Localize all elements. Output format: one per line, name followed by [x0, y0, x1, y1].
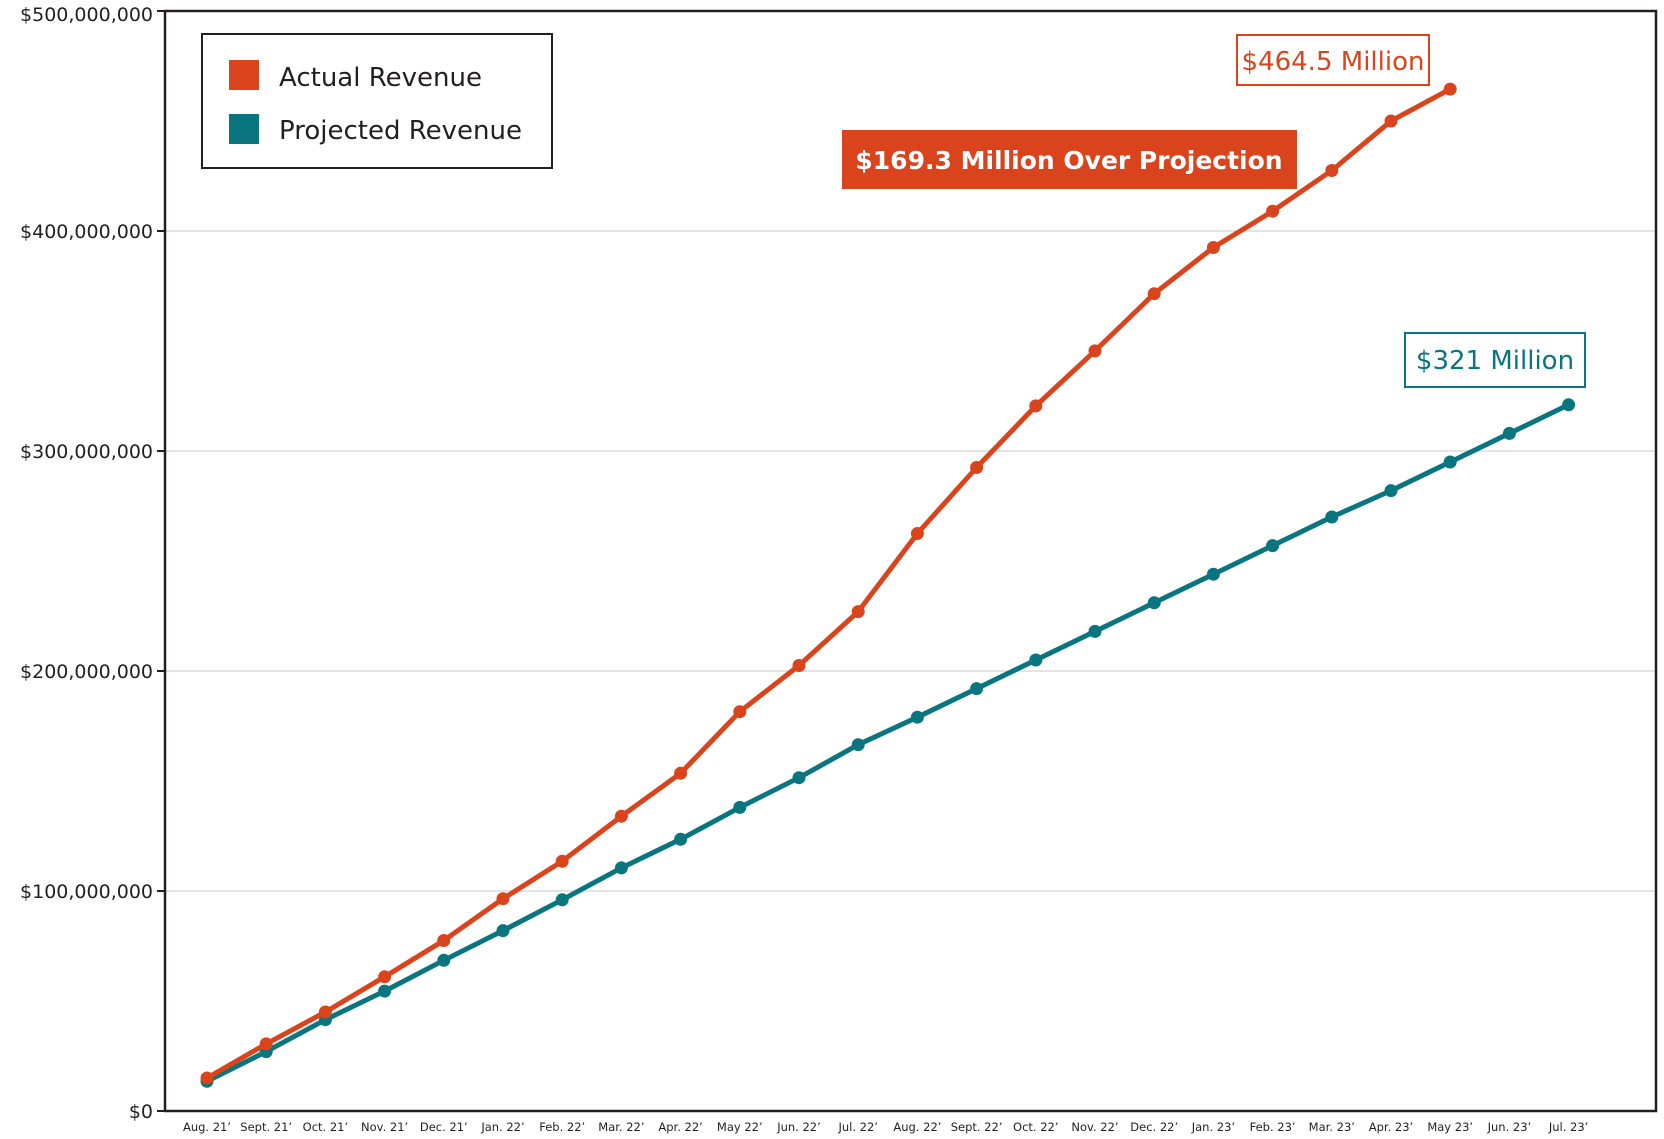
x-tick-label: Aug. 21’ [183, 1120, 231, 1134]
data-point-projected [733, 800, 747, 814]
callout-projected-box [1404, 332, 1586, 388]
x-tick-label: Aug. 22’ [893, 1120, 941, 1134]
data-point-actual [259, 1037, 273, 1051]
data-point-actual [674, 766, 688, 780]
data-point-projected [1443, 455, 1457, 469]
data-point-actual [1443, 82, 1457, 96]
difference-banner: $169.3 Million Over Projection [842, 130, 1297, 189]
legend-swatch-actual [229, 60, 259, 90]
x-tick-label: May 23’ [1427, 1120, 1473, 1134]
data-point-actual [1088, 344, 1102, 358]
data-point-projected [1502, 426, 1516, 440]
data-point-actual [910, 527, 924, 540]
data-point-projected [674, 832, 688, 846]
data-point-actual [378, 970, 392, 984]
x-tick-label: Mar. 22’ [598, 1120, 644, 1134]
data-point-actual [1384, 114, 1398, 128]
gridlines [165, 230, 1656, 892]
callout-actual: $464.5 Million [1236, 34, 1430, 86]
data-point-projected [1325, 510, 1339, 524]
data-point-projected [1029, 653, 1043, 667]
y-tick-label: $0 [129, 1101, 153, 1123]
data-point-actual [970, 461, 984, 474]
data-point-projected [792, 771, 806, 785]
data-point-projected [378, 984, 392, 998]
data-point-projected [614, 861, 628, 875]
legend-label-projected: Projected Revenue [279, 116, 522, 146]
x-tick-label: Jun. 23’ [1487, 1120, 1532, 1134]
x-tick-label: Nov. 21’ [361, 1120, 408, 1134]
callout-projected-label: $321 Million [1416, 346, 1574, 376]
x-axis-ticks: Aug. 21’ Sept. 21’ Oct. 21’ Nov. 21’ Dec. 21… [183, 1120, 1588, 1134]
y-tick-label: $500,000,000 [20, 4, 153, 26]
x-tick-label: Nov. 22’ [1071, 1120, 1118, 1134]
legend: Actual Revenue Projected Revenue [201, 33, 553, 169]
data-point-actual [1147, 287, 1161, 301]
x-tick-label: Jan. 22’ [480, 1120, 524, 1134]
x-tick-label: Apr. 23’ [1369, 1120, 1413, 1134]
x-tick-label: Oct. 21’ [303, 1120, 348, 1134]
callout-projected: $321 Million [1404, 332, 1586, 388]
data-point-projected [1266, 539, 1280, 553]
series-line-actual [204, 86, 1453, 1081]
difference-banner-label: $169.3 Million Over Projection [855, 146, 1282, 175]
x-tick-label: Mar. 23’ [1309, 1120, 1355, 1134]
data-point-actual [792, 659, 806, 672]
x-tick-label: Oct. 22’ [1013, 1120, 1058, 1134]
data-point-actual [437, 934, 451, 947]
x-tick-label: Feb. 23’ [1250, 1120, 1296, 1134]
data-point-projected [1088, 624, 1102, 638]
x-tick-label: Sept. 21’ [240, 1120, 292, 1134]
data-point-actual [318, 1005, 332, 1019]
data-point-projected [851, 738, 865, 752]
data-point-actual [733, 705, 747, 719]
x-tick-label: Jul. 23’ [1548, 1120, 1588, 1134]
data-point-actual [200, 1071, 214, 1085]
data-point-actual [851, 605, 865, 619]
callout-actual-box [1236, 34, 1430, 86]
y-tick-label: $200,000,000 [20, 661, 153, 683]
x-tick-label: Apr. 22’ [658, 1120, 702, 1134]
data-point-projected [555, 893, 569, 907]
x-tick-label: Dec. 22’ [1130, 1120, 1178, 1134]
plot-frame [163, 9, 1658, 1113]
data-point-projected [970, 682, 984, 696]
data-point-actual [496, 892, 510, 906]
data-point-actual [1206, 241, 1220, 254]
legend-label-actual: Actual Revenue [279, 63, 482, 93]
difference-banner-box [842, 130, 1297, 189]
data-point-actual [614, 809, 628, 823]
x-tick-label: May 22’ [717, 1120, 763, 1134]
data-point-projected [1384, 484, 1398, 498]
x-tick-label: Feb. 22’ [539, 1120, 585, 1134]
callout-actual-label: $464.5 Million [1242, 47, 1425, 77]
data-point-actual [1266, 204, 1280, 218]
data-point-projected [437, 953, 451, 967]
data-point-projected [1562, 398, 1576, 412]
data-point-projected [496, 924, 510, 938]
data-point-projected [1206, 567, 1220, 581]
x-tick-label: Jul. 22’ [837, 1120, 877, 1134]
y-tick-label: $400,000,000 [20, 221, 153, 243]
series-line-projected [204, 402, 1572, 1084]
data-point-actual [555, 854, 569, 868]
y-tick-label: $300,000,000 [20, 441, 153, 463]
legend-box [201, 33, 553, 169]
x-tick-label: Sept. 22’ [951, 1120, 1003, 1134]
data-point-projected [1147, 596, 1161, 610]
data-point-projected [910, 710, 924, 724]
series-lines [200, 82, 1576, 1088]
y-tick-label: $100,000,000 [20, 881, 153, 903]
data-point-actual [1029, 399, 1043, 413]
data-point-actual [1325, 164, 1339, 177]
legend-swatch-projected [229, 114, 259, 144]
x-tick-label: Dec. 21’ [420, 1120, 468, 1134]
x-tick-label: Jan. 23’ [1191, 1120, 1235, 1134]
y-axis-ticks: $0 $100,000,000 $200,000,000 $300,000,000 $4… [20, 4, 165, 1123]
x-tick-label: Jun. 22’ [776, 1120, 821, 1134]
